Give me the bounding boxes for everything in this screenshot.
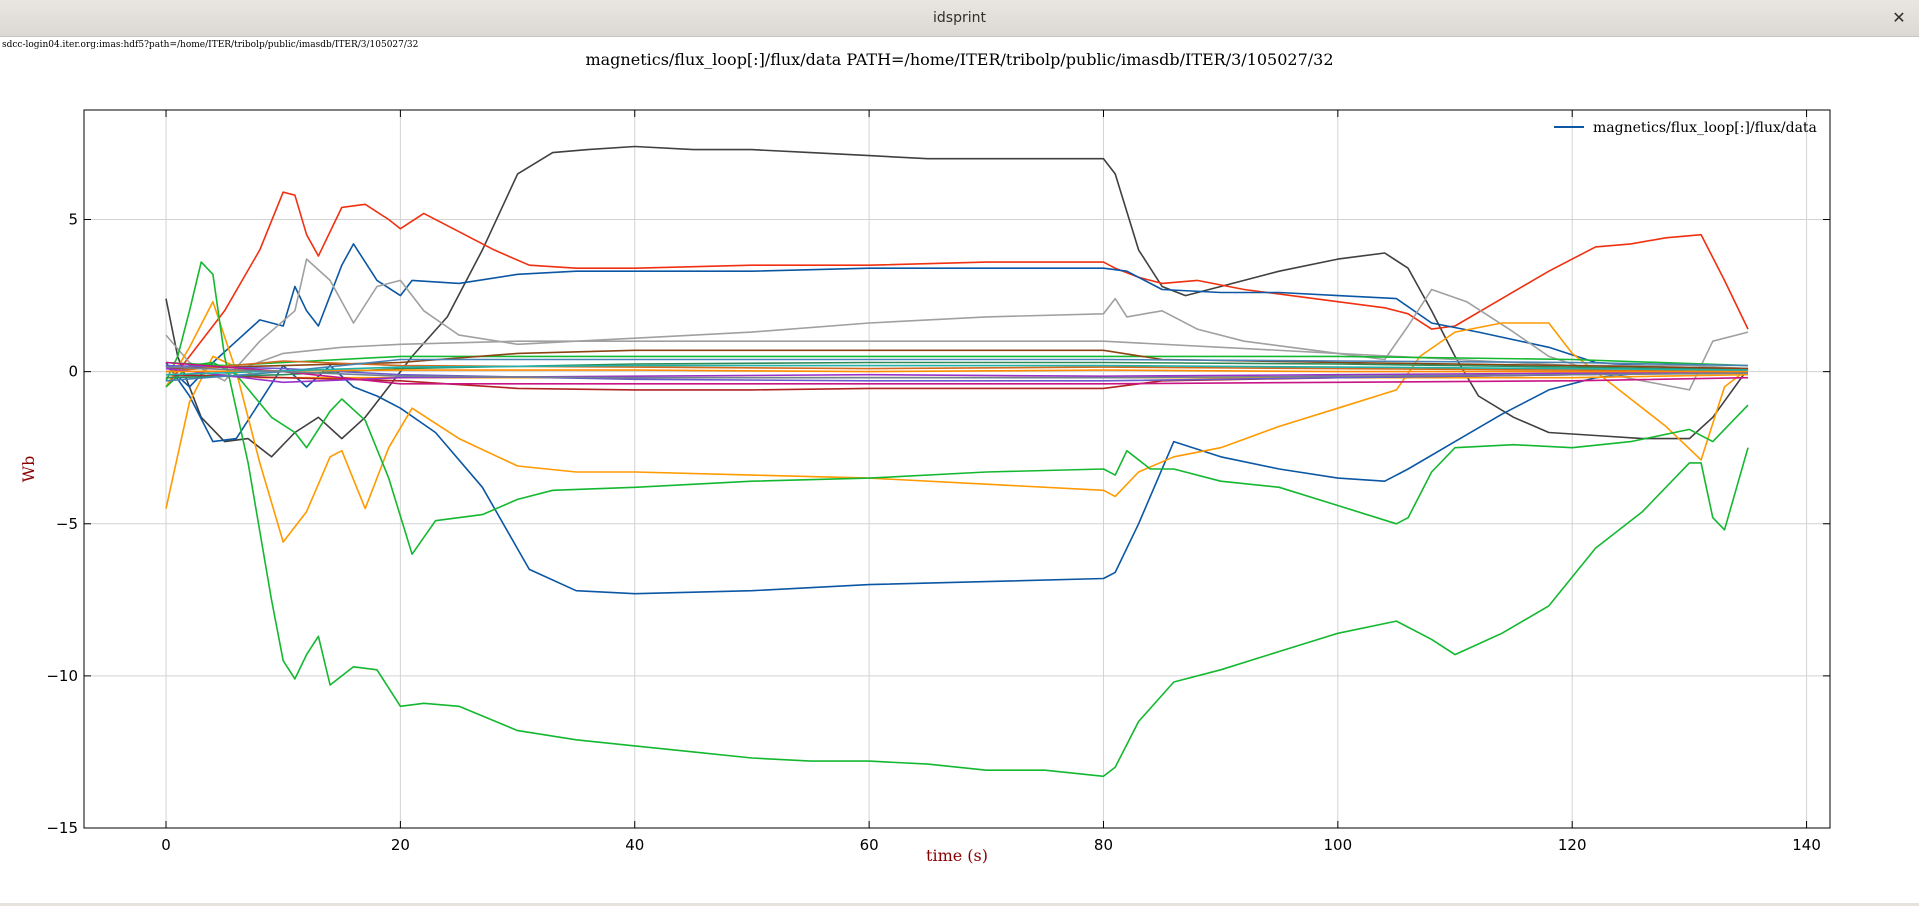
x-tick-label: 120 [1558,836,1587,854]
series-line-3 [165,243,1749,388]
legend: magnetics/flux_loop[:]/flux/data [1554,120,1817,136]
series-line-19 [165,361,1749,385]
series-line-22 [165,366,1749,379]
y-axis-label: Wb [19,456,38,483]
source-path: sdcc-login04.iter.org:imas:hdf5?path=/ho… [2,40,419,50]
x-tick-label: 140 [1792,836,1821,854]
series-line-8 [165,355,1749,509]
window-titlebar: idsprint ✕ [0,0,1919,37]
x-tick-label: 100 [1324,836,1353,854]
series-group [165,145,1749,778]
window-title: idsprint [933,10,986,26]
legend-label: magnetics/flux_loop[:]/flux/data [1593,120,1817,136]
window-bottom-edge [0,903,1919,906]
plot-title: magnetics/flux_loop[:]/flux/data PATH=/h… [585,50,1334,69]
series-line-18 [165,358,1749,382]
series-line-16 [165,360,1749,373]
series-line-17 [165,367,1749,384]
series-line-4 [165,362,1748,595]
x-axis-label: time (s) [926,846,988,865]
tick-labels: 0 20 40 60 80 100 120 140 5 0 −5 −10 −15 [46,211,1821,854]
series-line-20 [165,369,1748,373]
y-tick-label: 5 [68,211,78,229]
series-line-10 [165,361,1749,555]
plot-frame [83,109,1831,829]
x-tick-label: 20 [391,836,410,854]
x-tick-label: 60 [860,836,879,854]
grid [84,110,1830,829]
x-tick-label: 0 [161,836,171,854]
x-tick-label: 80 [1094,836,1113,854]
y-tick-label: −10 [46,667,78,685]
series-line-2 [165,191,1749,388]
y-tick-label: 0 [68,363,78,381]
close-icon[interactable]: ✕ [1892,8,1906,27]
ticks [84,110,1830,829]
y-tick-label: −5 [56,515,78,533]
series-line-1 [165,145,1749,458]
x-tick-label: 40 [625,836,644,854]
y-tick-label: −15 [46,819,78,837]
series-line-9 [165,261,1749,778]
series-line-7 [165,300,1749,543]
series-line-5 [165,258,1749,391]
series-line-21 [165,364,1749,376]
